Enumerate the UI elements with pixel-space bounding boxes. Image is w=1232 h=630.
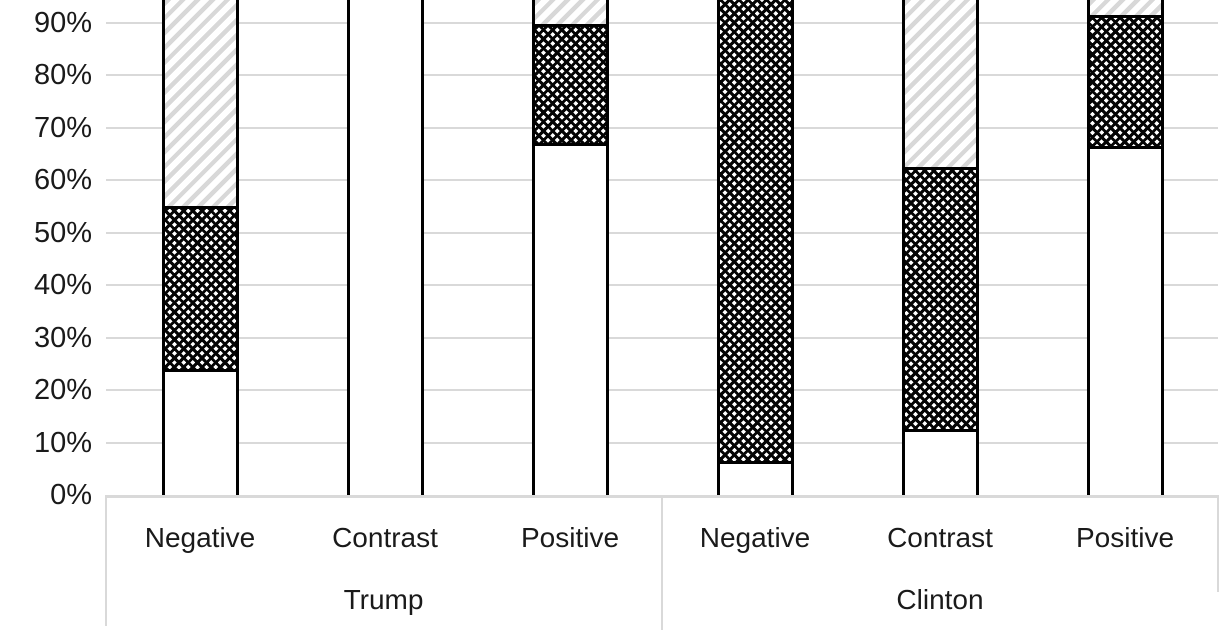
bar-segment-plain xyxy=(720,463,791,495)
gridline-50 xyxy=(106,231,1218,234)
gridline-60 xyxy=(106,179,1218,181)
y-tick-label-30: 30% xyxy=(33,321,92,354)
bar-clinton-negative xyxy=(717,0,794,495)
label-table-border-middle xyxy=(661,495,663,630)
bar-segment-diagonal xyxy=(905,0,976,167)
bar-clinton-contrast xyxy=(902,0,979,495)
y-tick-label-0: 0% xyxy=(50,479,92,511)
y-tick-label-20: 20% xyxy=(33,374,92,406)
gridline-10 xyxy=(106,441,1218,444)
bar-segment-plain xyxy=(905,432,976,495)
x-category-label-clinton-contrast: Contrast xyxy=(887,522,993,553)
bar-segment-plain xyxy=(350,0,421,495)
bar-segment-diagonal xyxy=(1090,0,1161,16)
bar-segment-crosshatch xyxy=(1090,15,1161,149)
bar-segment-plain xyxy=(1090,148,1161,495)
x-category-label-trump-negative: Negative xyxy=(144,522,256,553)
x-group-label-clinton: Clinton xyxy=(896,584,984,615)
y-tick-label-50: 50% xyxy=(33,216,92,249)
label-table-border-left xyxy=(105,495,107,626)
y-tick-label-80: 80% xyxy=(33,59,92,91)
bar-trump-contrast xyxy=(347,0,424,495)
x-category-label-trump-positive: Positive xyxy=(520,522,620,553)
x-category-label-clinton-positive: Positive xyxy=(1075,522,1175,553)
bar-segment-diagonal xyxy=(535,0,606,25)
gridline-90 xyxy=(106,21,1218,24)
y-tick-label-90: 90% xyxy=(33,6,92,39)
bar-trump-positive xyxy=(532,0,609,495)
x-category-label-clinton-negative: Negative xyxy=(699,522,811,553)
y-tick-label-60: 60% xyxy=(33,164,92,196)
bar-clinton-positive xyxy=(1087,0,1164,495)
x-category-label-trump-contrast: Contrast xyxy=(332,522,438,553)
x-group-label-trump: Trump xyxy=(343,584,424,615)
y-tick-label-70: 70% xyxy=(33,111,92,144)
y-tick-label-40: 40% xyxy=(33,269,92,301)
label-table-border-right xyxy=(1217,495,1219,592)
bar-segment-plain xyxy=(535,145,606,495)
bar-trump-negative xyxy=(162,0,239,495)
bar-segment-crosshatch xyxy=(720,0,791,464)
gridline-20 xyxy=(106,389,1218,391)
gridline-30 xyxy=(106,336,1218,339)
bar-segment-crosshatch xyxy=(905,166,976,432)
gridline-80 xyxy=(106,74,1218,76)
bar-segment-diagonal xyxy=(165,0,236,207)
gridline-40 xyxy=(106,284,1218,286)
bar-segment-crosshatch xyxy=(535,24,606,146)
bar-segment-plain xyxy=(165,371,236,495)
bar-segment-crosshatch xyxy=(165,206,236,372)
y-tick-label-10: 10% xyxy=(33,426,92,459)
gridline-70 xyxy=(106,126,1218,129)
